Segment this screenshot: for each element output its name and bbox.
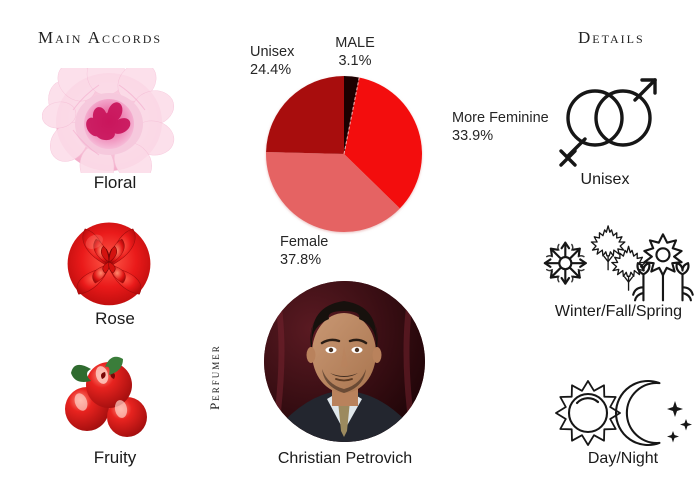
svg-text:MALE: MALE — [335, 35, 375, 51]
svg-text:Female: Female — [280, 234, 328, 250]
svg-text:33.9%: 33.9% — [452, 128, 493, 144]
svg-text:3.1%: 3.1% — [338, 53, 371, 69]
svg-text:More Feminine: More Feminine — [452, 110, 549, 126]
svg-text:Unisex: Unisex — [250, 44, 295, 60]
svg-text:37.8%: 37.8% — [280, 252, 321, 268]
svg-text:24.4%: 24.4% — [250, 62, 291, 78]
